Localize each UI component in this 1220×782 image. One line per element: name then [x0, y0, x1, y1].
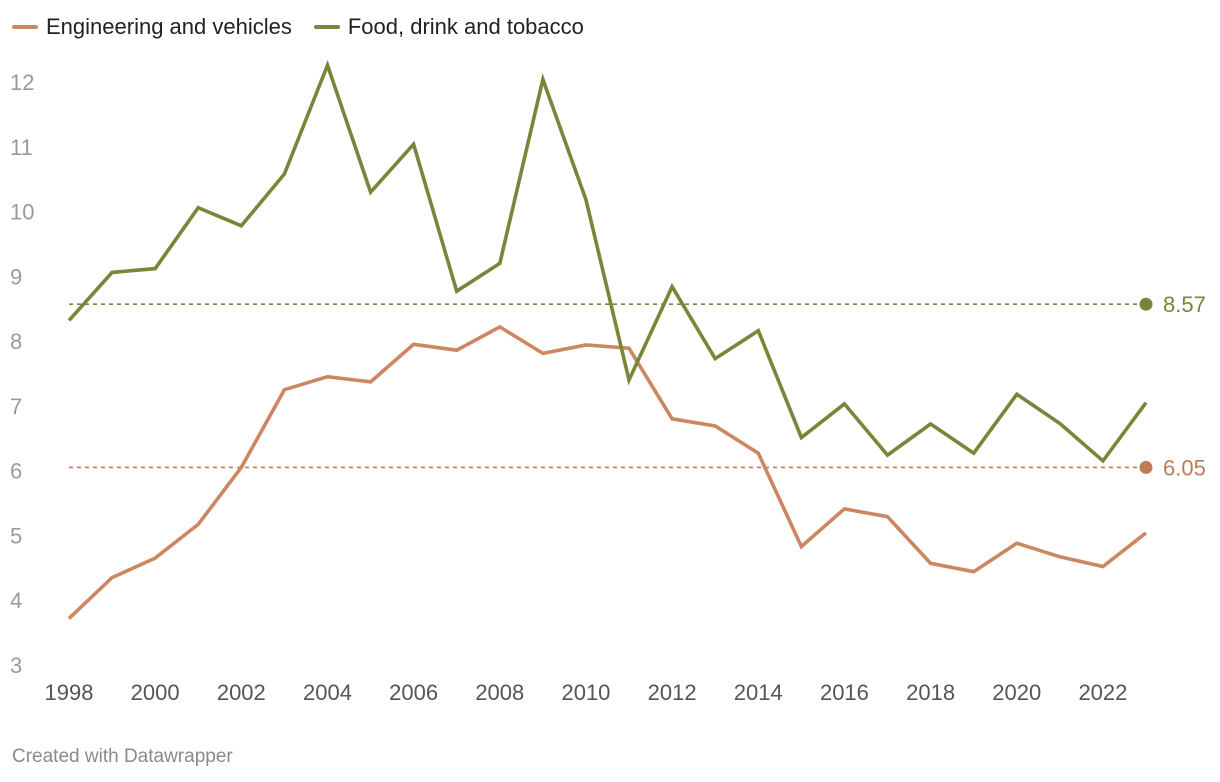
x-tick-label: 2008	[475, 680, 524, 705]
chart-legend: Engineering and vehicles Food, drink and…	[12, 14, 606, 40]
x-tick-label: 2012	[648, 680, 697, 705]
legend-label-engineering: Engineering and vehicles	[46, 14, 292, 39]
x-tick-label: 1998	[45, 680, 94, 705]
x-tick-label: 2010	[561, 680, 610, 705]
reference-marker	[1139, 297, 1153, 311]
x-tick-label: 2004	[303, 680, 352, 705]
y-tick-label: 12	[10, 70, 34, 95]
y-tick-label: 5	[10, 523, 22, 548]
series-line-engineering	[67, 324, 1148, 620]
reference-label: 6.05	[1163, 455, 1206, 480]
reference-label: 8.57	[1163, 292, 1206, 317]
y-tick-label: 9	[10, 264, 22, 289]
legend-item-engineering: Engineering and vehicles	[12, 14, 292, 40]
legend-item-food: Food, drink and tobacco	[313, 14, 584, 40]
x-tick-label: 2018	[906, 680, 955, 705]
y-tick-label: 10	[10, 200, 34, 225]
y-tick-label: 8	[10, 329, 22, 354]
y-tick-label: 7	[10, 394, 22, 419]
series-line-food	[67, 59, 1148, 464]
x-tick-label: 2014	[734, 680, 783, 705]
legend-swatch-food	[313, 25, 340, 29]
x-tick-label: 2000	[131, 680, 180, 705]
footer-credit: Created with Datawrapper	[12, 746, 233, 767]
y-tick-label: 4	[10, 588, 22, 613]
legend-swatch-engineering	[12, 25, 38, 29]
x-tick-label: 2020	[992, 680, 1041, 705]
y-tick-label: 3	[10, 653, 22, 678]
x-tick-label: 2022	[1078, 680, 1127, 705]
x-tick-label: 2016	[820, 680, 869, 705]
legend-label-food: Food, drink and tobacco	[347, 14, 584, 39]
y-tick-label: 6	[10, 459, 22, 484]
x-tick-label: 2006	[389, 680, 438, 705]
x-tick-label: 2002	[217, 680, 266, 705]
y-tick-label: 11	[10, 135, 33, 160]
reference-marker	[1139, 460, 1153, 474]
